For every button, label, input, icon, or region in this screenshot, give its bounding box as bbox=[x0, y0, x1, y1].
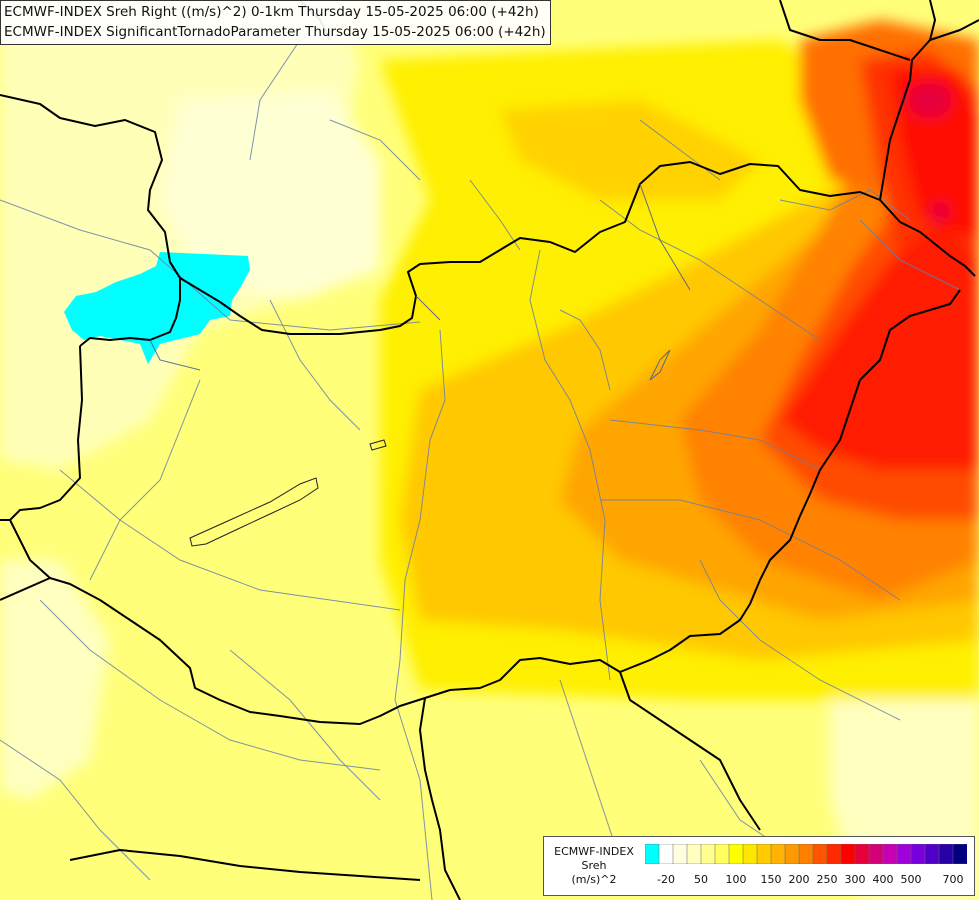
legend-title-line1: ECMWF-INDEX bbox=[554, 845, 634, 858]
legend-swatch bbox=[728, 844, 744, 864]
legend-tick-label: 50 bbox=[694, 873, 708, 886]
legend-swatch bbox=[700, 844, 716, 864]
legend-swatch bbox=[756, 844, 772, 864]
legend-swatch bbox=[686, 844, 702, 864]
map-title-box: ECMWF-INDEX Sreh Right ((m/s)^2) 0-1km T… bbox=[0, 0, 551, 45]
legend-title-line3: (m/s)^2 bbox=[571, 873, 617, 886]
legend-tick-labels: -20 50 100 150 200 250 300 400 500 700 bbox=[645, 873, 967, 889]
lake-balaton bbox=[189, 477, 319, 547]
legend-title: ECMWF-INDEX Sreh (m/s)^2 bbox=[548, 845, 640, 887]
rivers bbox=[0, 39, 961, 900]
legend-swatch bbox=[714, 844, 730, 864]
legend-swatch bbox=[840, 844, 856, 864]
legend-tick-label: 400 bbox=[872, 873, 894, 886]
legend-swatch bbox=[952, 844, 967, 864]
negative-sreh-patch bbox=[64, 252, 250, 364]
small-lake bbox=[369, 439, 387, 451]
legend-swatch bbox=[672, 844, 688, 864]
legend-swatch bbox=[938, 844, 954, 864]
legend-swatch bbox=[645, 844, 660, 864]
map-title-line1: ECMWF-INDEX Sreh Right ((m/s)^2) 0-1km T… bbox=[4, 4, 539, 20]
legend-tick-label: 500 bbox=[900, 873, 922, 886]
legend-swatch bbox=[798, 844, 814, 864]
legend-tick-label: 250 bbox=[816, 873, 838, 886]
legend-swatch bbox=[896, 844, 912, 864]
legend-color-bar bbox=[645, 844, 967, 864]
legend-swatch bbox=[868, 844, 884, 864]
legend-swatch bbox=[882, 844, 898, 864]
legend-swatch bbox=[742, 844, 758, 864]
legend-tick-label: 700 bbox=[942, 873, 964, 886]
map-title-line2: ECMWF-INDEX SignificantTornadoParameter … bbox=[4, 24, 546, 40]
legend-tick-label: -20 bbox=[657, 873, 675, 886]
legend-tick-label: 300 bbox=[844, 873, 866, 886]
legend-tick-label: 200 bbox=[788, 873, 810, 886]
legend-swatch bbox=[770, 844, 786, 864]
legend-swatch bbox=[854, 844, 870, 864]
legend-swatch bbox=[812, 844, 828, 864]
legend-tick-label: 150 bbox=[760, 873, 782, 886]
legend-tick-label: 100 bbox=[725, 873, 747, 886]
legend-swatch bbox=[658, 844, 674, 864]
region-borders bbox=[149, 183, 691, 381]
color-legend: ECMWF-INDEX Sreh (m/s)^2 -20 50 100 150 200 2… bbox=[543, 836, 975, 896]
legend-swatch bbox=[826, 844, 842, 864]
legend-title-line2: Sreh bbox=[581, 859, 607, 872]
legend-swatch bbox=[784, 844, 800, 864]
legend-swatch bbox=[910, 844, 926, 864]
legend-swatch bbox=[924, 844, 940, 864]
